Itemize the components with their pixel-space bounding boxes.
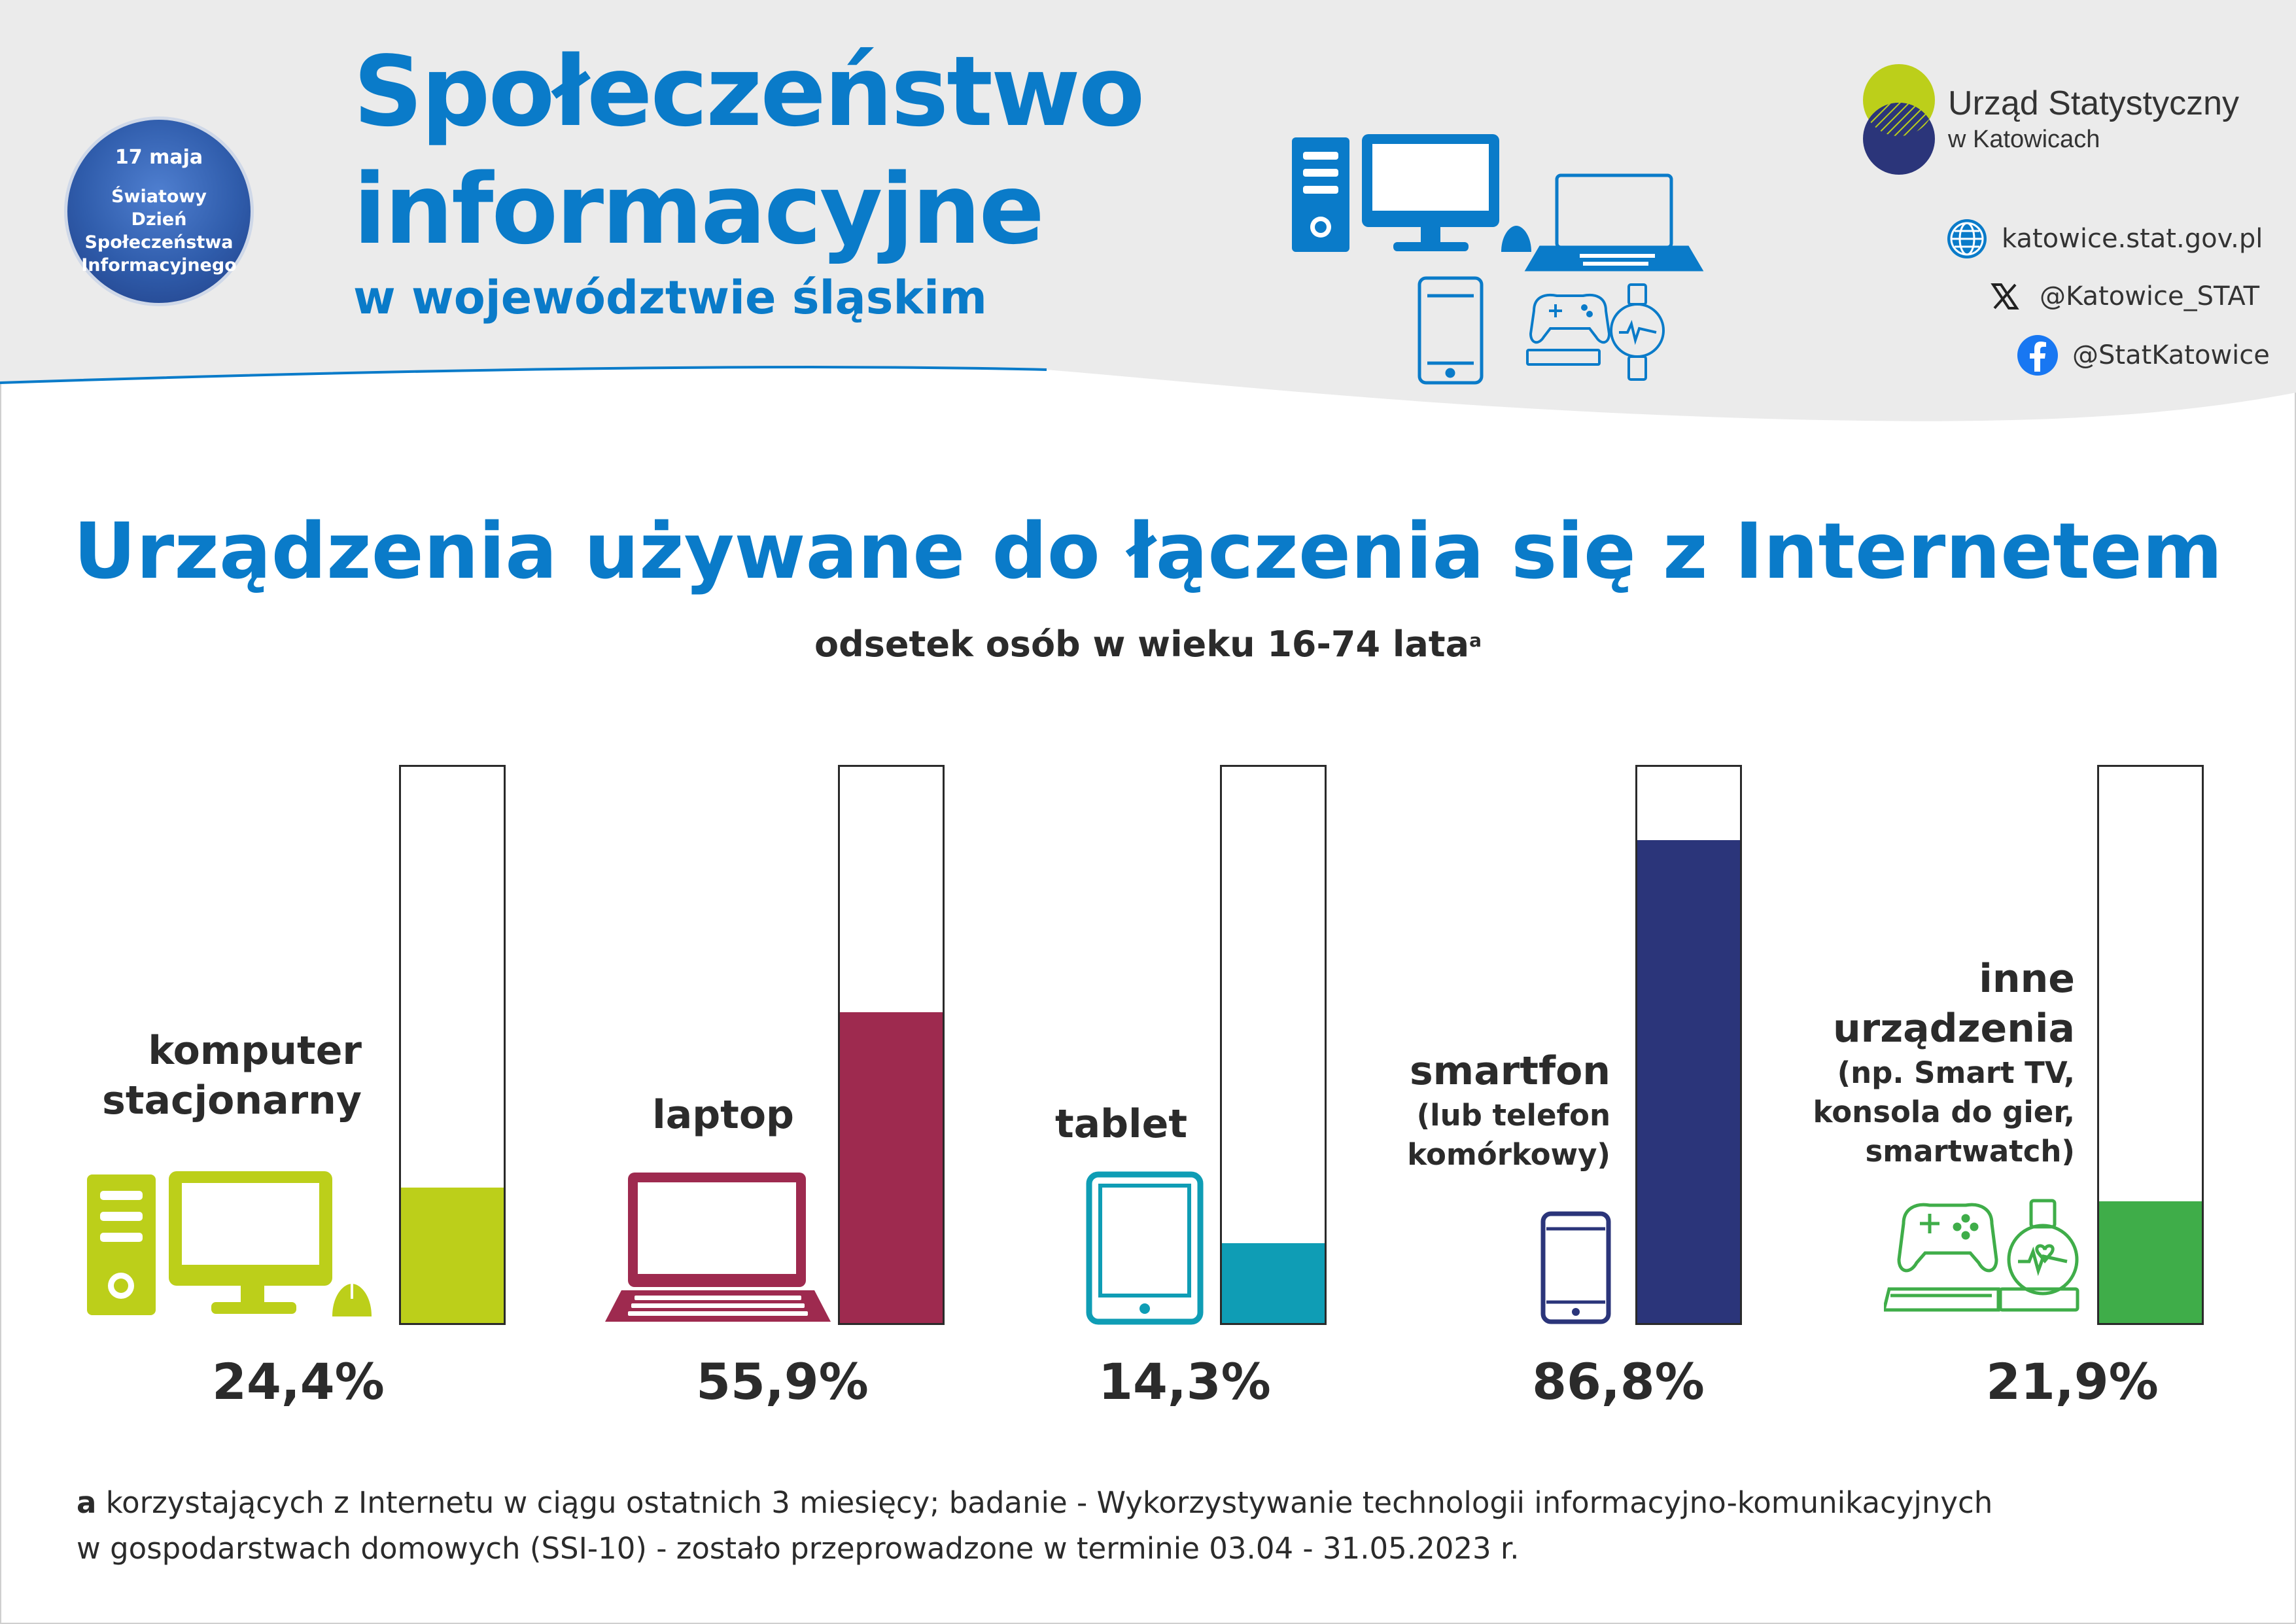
bar-4: [1637, 840, 1740, 1323]
chart-subtitle: odsetek osób w wieku 16-74 lataa: [0, 622, 2296, 667]
smartwatch-icon: [1610, 283, 1665, 381]
category-label-line: smartfon: [1409, 1048, 1610, 1094]
chart-subtitle-text: odsetek osób w wieku 16-74 lata: [814, 624, 1470, 665]
bar-frame-4: [1635, 765, 1742, 1325]
chart-title: Urządzenia używane do łączenia się z Int…: [73, 506, 2223, 596]
category-sublabel-line: konsola do gier,: [1813, 1095, 2075, 1129]
globe-icon: [1944, 216, 1990, 262]
category-label-4: smartfon (lub telefon komórkowy): [1270, 1046, 1610, 1174]
bar-2: [840, 1012, 943, 1323]
category-label-line: urządzenia: [1832, 1006, 2075, 1051]
bar-1: [401, 1187, 504, 1323]
category-label-2: laptop: [454, 1090, 794, 1140]
value-label-4: 86,8%: [1532, 1352, 1705, 1411]
category-label-line: tablet: [1054, 1101, 1187, 1147]
category-label-1: komputer stacjonarny: [22, 1026, 362, 1125]
header-device-icons: [1292, 134, 1704, 385]
category-label-line: inne: [1979, 956, 2075, 1002]
value-label-1: 24,4%: [212, 1352, 385, 1411]
bar-frame-5: [2097, 765, 2204, 1325]
website-link[interactable]: katowice.stat.gov.pl: [1944, 216, 2263, 262]
x-logo-icon: [1982, 274, 2028, 319]
value-label-2: 55,9%: [696, 1352, 869, 1411]
facebook-icon: [2015, 332, 2061, 378]
bar-3: [1222, 1243, 1325, 1323]
facebook-link[interactable]: @StatKatowice: [2015, 332, 2270, 378]
category-sublabel-line: (np. Smart TV,: [1837, 1055, 2075, 1090]
gamepad-smartwatch-icon: [1884, 1199, 2079, 1312]
footnote-text1: korzystających z Internetu w ciągu ostat…: [105, 1485, 1993, 1520]
smartphone-icon: [1418, 276, 1484, 385]
desktop-computer-icon: [1292, 134, 1499, 252]
value-label-5: 21,9%: [1986, 1352, 2159, 1411]
urzad-logo-icon: [1863, 64, 1935, 175]
website-text: katowice.stat.gov.pl: [2002, 224, 2263, 254]
laptop-icon: [605, 1173, 831, 1322]
facebook-text: @StatKatowice: [2072, 340, 2270, 370]
chart-subtitle-footnote-mark: a: [1469, 629, 1482, 651]
badge-text: Światowy Dzień Społeczeństwa Informacyjn…: [81, 186, 237, 275]
gamepad-icon: [1526, 294, 1611, 366]
event-badge: 17 maja Światowy Dzień Społeczeństwa Inf…: [67, 120, 251, 303]
bar-frame-3: [1220, 765, 1327, 1325]
badge-date: 17 maja: [114, 146, 203, 169]
mouse-icon: [1501, 226, 1531, 252]
laptop-icon: [1524, 173, 1704, 272]
footnote-mark: a: [77, 1485, 97, 1520]
header-title-line2: informacyjne: [353, 153, 1045, 266]
footnote: a korzystających z Internetu w ciągu ost…: [77, 1480, 2235, 1572]
smartphone-icon: [1540, 1211, 1611, 1324]
bar-frame-1: [399, 765, 506, 1325]
category-label-line: laptop: [652, 1092, 794, 1138]
category-label-line: stacjonarny: [102, 1078, 362, 1123]
category-sublabel-line: (lub telefon: [1416, 1098, 1610, 1133]
x-link[interactable]: @Katowice_STAT: [1982, 274, 2259, 319]
category-label-5: inne urządzenia (np. Smart TV, konsola do g…: [1735, 954, 2075, 1171]
desktop-computer-icon: [87, 1171, 372, 1316]
header-subtitle: w województwie śląskim: [353, 271, 987, 325]
header-title-line1: Społeczeństwo: [353, 35, 1145, 148]
footnote-line2: w gospodarstwach domowych (SSI-10) - zos…: [77, 1531, 1520, 1566]
x-text: @Katowice_STAT: [2040, 281, 2260, 311]
header-background: [0, 0, 2296, 421]
logo-name: Urząd Statystyczny: [1948, 84, 2240, 122]
bar-5: [2099, 1201, 2202, 1323]
category-sublabel-line: komórkowy): [1407, 1137, 1610, 1172]
category-label-line: komputer: [148, 1028, 362, 1074]
value-label-3: 14,3%: [1098, 1352, 1271, 1411]
category-label-3: tablet: [847, 1099, 1187, 1149]
category-sublabel-line: smartwatch): [1865, 1134, 2075, 1169]
logo-subtitle: w Katowicach: [1948, 126, 2100, 153]
tablet-icon: [1086, 1171, 1204, 1325]
footnote-line1: a korzystających z Internetu w ciągu ost…: [77, 1480, 2235, 1526]
bar-frame-2: [838, 765, 945, 1325]
